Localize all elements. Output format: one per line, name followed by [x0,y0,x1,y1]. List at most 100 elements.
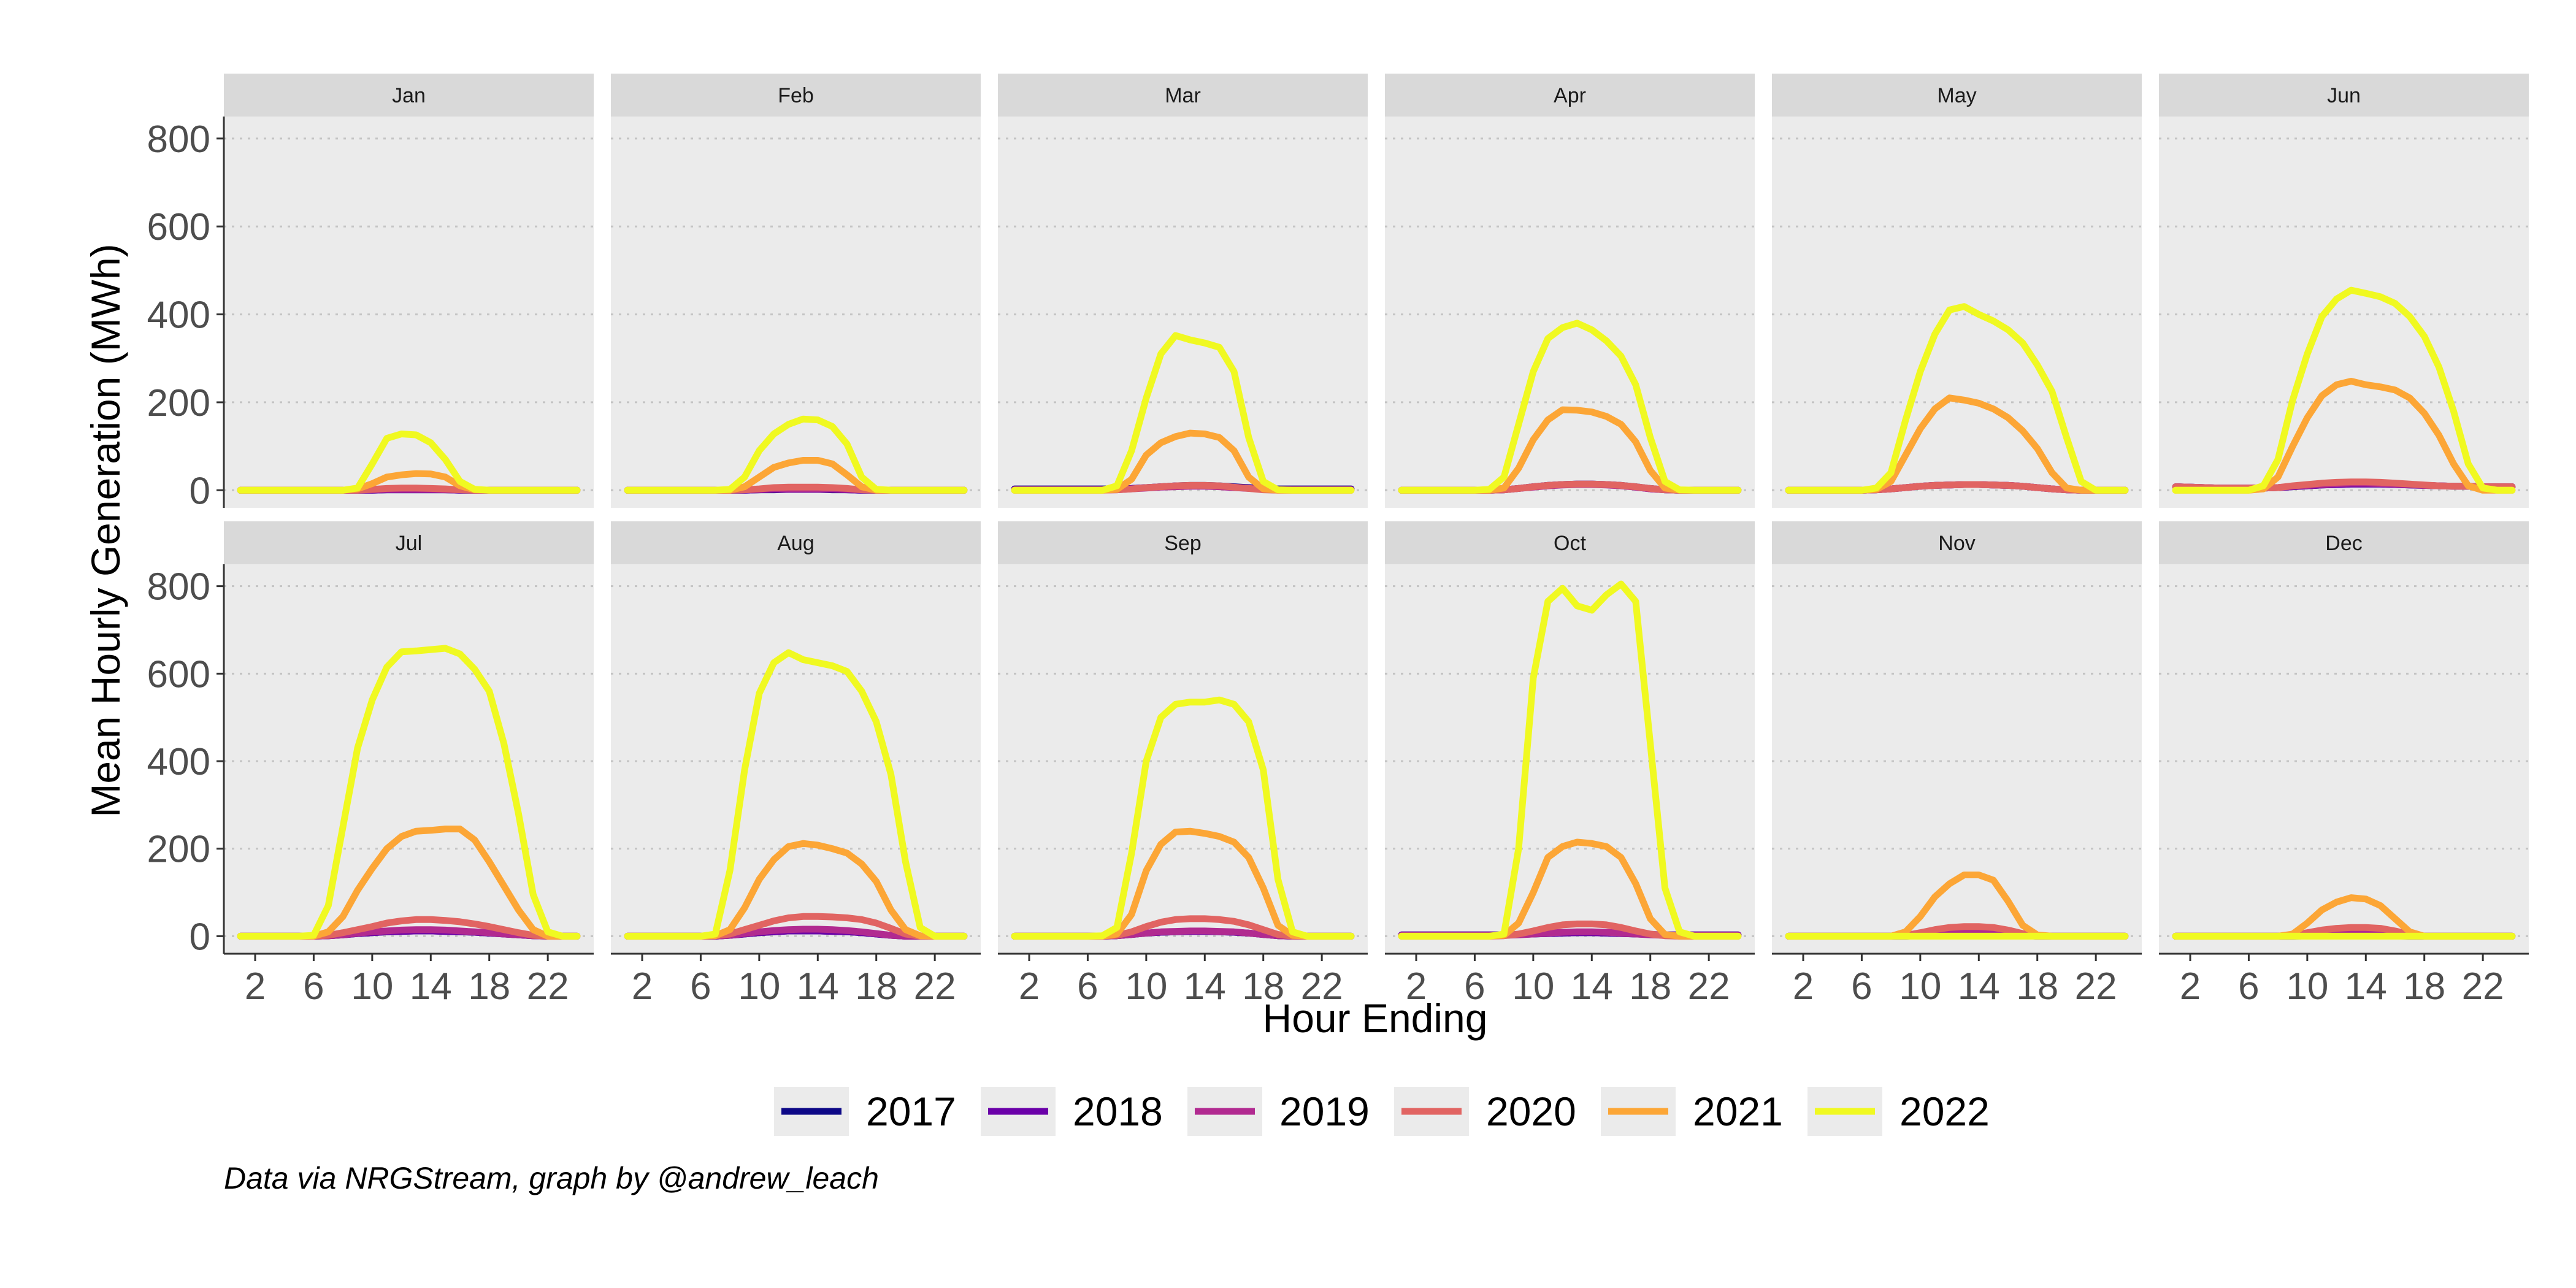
x-tick-label: 14 [1958,965,2000,1008]
x-tick-label: 14 [797,965,839,1008]
panel-title: Aug [777,532,815,555]
series-line-2022 [624,415,968,494]
legend-label: 2022 [1899,1089,1990,1134]
panel-apr: Apr [1385,74,1755,508]
panel-jul: Jul 0 200 400 600 800 2 6 10 14 18 22 [147,521,594,1008]
x-tick-label: 10 [738,965,780,1008]
x-tick-label: 18 [2016,965,2058,1008]
x-tick-label: 22 [2462,965,2504,1008]
panel-dec: Dec 2 6 10 14 18 22 [2159,521,2529,1008]
panel-strip [1772,74,2142,117]
legend-item-2017: 2017 [774,1087,956,1136]
legend-label: 2017 [866,1089,956,1134]
x-tick-label: 6 [2238,965,2259,1008]
x-axis-title: Hour Ending [1263,995,1488,1041]
panel-background [2159,564,2529,954]
x-tick-label: 10 [1512,965,1554,1008]
panel-title: Apr [1554,84,1586,107]
panel-background [611,564,981,954]
panel-background [2159,117,2529,508]
x-tick-label: 18 [1629,965,1671,1008]
y-tick-label: 200 [147,382,210,424]
panel-strip [2159,74,2529,117]
panel-background [1772,564,2142,954]
x-tick-label: 22 [527,965,569,1008]
panel-title: Feb [778,84,814,107]
y-tick-label: 800 [147,118,210,161]
panel-strip [1385,74,1755,117]
x-tick-label: 2 [632,965,653,1008]
x-tick-label: 2 [245,965,266,1008]
panel-jan: Jan 0 200 400 600 800 [147,74,594,512]
panel-background [611,117,981,508]
legend-label: 2021 [1693,1089,1783,1134]
series-line-2022 [237,645,581,940]
series-line-2022 [1785,303,2129,494]
x-tick-label: 6 [1851,965,1872,1008]
panel-background [224,117,594,508]
x-tick-label: 10 [2286,965,2328,1008]
series-line-2022 [1011,696,1355,940]
series-line-2022 [1398,320,1742,494]
panel-title: Jun [2327,84,2361,107]
x-tick-label: 2 [1019,965,1040,1008]
panel-jun: Jun [2159,74,2529,508]
panel-background [224,564,594,954]
panel-aug: Aug 2 6 10 14 18 22 [611,521,981,1008]
x-tick-label: 18 [1242,965,1284,1008]
panel-strip [611,74,981,117]
panel-strip [224,74,594,117]
x-tick-label: 22 [1301,965,1343,1008]
legend-item-2021: 2021 [1601,1087,1783,1136]
y-tick-label: 800 [147,566,210,608]
x-tick-label: 22 [914,965,956,1008]
panel-title: Mar [1165,84,1201,107]
panel-sep: Sep 2 6 10 14 18 22 [998,521,1368,1008]
x-tick-label: 2 [2180,965,2201,1008]
panel-may: May [1772,74,2142,508]
panel-strip [224,521,594,564]
legend-item-2019: 2019 [1187,1087,1370,1136]
y-tick-label: 600 [147,653,210,696]
y-tick-label: 0 [190,470,210,512]
legend: 2017 2018 2019 2020 2021 2022 [774,1087,1990,1136]
panel-mar: Mar [998,74,1368,508]
legend-label: 2018 [1073,1089,1163,1134]
x-tick-label: 18 [468,965,510,1008]
panel-background [1772,117,2142,508]
panel-strip [2159,521,2529,564]
panel-title: May [1937,84,1976,107]
panel-background [1385,117,1755,508]
x-tick-label: 22 [1688,965,1730,1008]
y-tick-label: 400 [147,741,210,783]
y-tick-label: 200 [147,829,210,871]
legend-label: 2019 [1279,1089,1370,1134]
panel-title: Jan [392,84,426,107]
panel-title: Sep [1164,532,1202,555]
legend-label: 2020 [1486,1089,1576,1134]
panel-background [998,117,1368,508]
x-tick-label: 10 [1125,965,1167,1008]
legend-item-2018: 2018 [981,1087,1163,1136]
x-tick-label: 6 [1464,965,1485,1008]
x-tick-label: 14 [2345,965,2387,1008]
legend-item-2020: 2020 [1394,1087,1576,1136]
panel-oct: Oct 2 6 10 14 18 22 [1385,521,1755,1008]
panel-nov: Nov 2 6 10 14 18 22 [1772,521,2142,1008]
x-tick-label: 14 [410,965,452,1008]
panel-strip [1385,521,1755,564]
panel-title: Nov [1938,532,1975,555]
x-tick-label: 14 [1571,965,1613,1008]
x-tick-label: 18 [855,965,897,1008]
panel-title: Jul [396,532,422,555]
x-tick-label: 6 [1077,965,1098,1008]
x-tick-label: 10 [351,965,393,1008]
x-tick-label: 2 [1406,965,1427,1008]
series-line-2022 [624,649,968,940]
x-tick-label: 6 [690,965,711,1008]
panels-layer: Jan 0 200 400 600 800 Feb Mar Apr May Jun Jul 0 200 40… [147,74,2529,1008]
x-tick-label: 6 [303,965,324,1008]
chart-caption: Data via NRGStream, graph by @andrew_lea… [224,1161,879,1195]
y-tick-label: 600 [147,206,210,248]
